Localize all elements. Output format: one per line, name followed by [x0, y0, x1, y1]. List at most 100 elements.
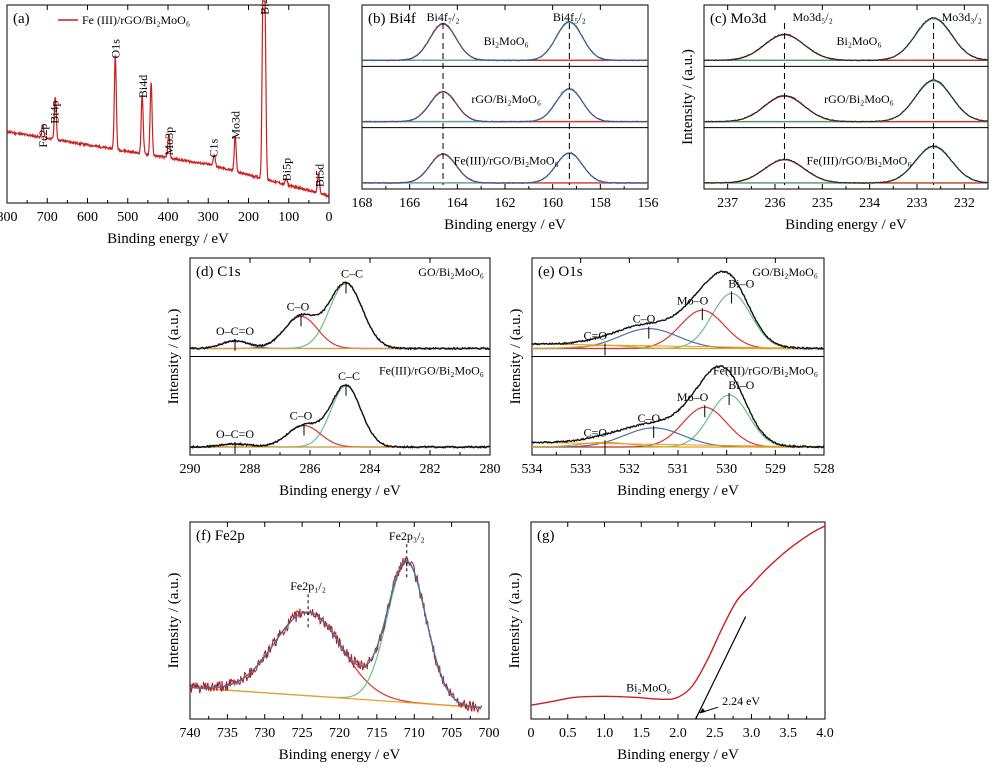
- x-tick-label: 4.0: [816, 726, 834, 741]
- raw-spectrum: [703, 79, 989, 123]
- subplot-label: Bi₂MoO₆: [836, 34, 881, 48]
- panel-label: (c) Mo3d: [710, 11, 767, 27]
- y-axis-title: Intensity / (a.u.): [166, 309, 182, 405]
- x-tick-label: 234: [859, 196, 880, 211]
- peak-annotation: Mo3d: [229, 111, 243, 140]
- peak-annotation: C1s: [206, 138, 220, 157]
- x-tick-label: 0.5: [559, 726, 577, 741]
- raw-spectrum: [361, 87, 649, 123]
- raw-spectrum: [189, 556, 482, 713]
- peak-annotation: Mo3p: [162, 127, 176, 156]
- x-tick-label: 533: [570, 462, 591, 477]
- x-tick-label: 500: [117, 210, 138, 225]
- x-tick-label: 1.5: [633, 726, 651, 741]
- subplot-label: Fe(III)/rGO/Bi₂MoO₆: [379, 364, 484, 378]
- bandgap-label: 2.24 eV: [722, 694, 760, 708]
- raw-spectrum: [361, 152, 649, 185]
- raw-spectrum: [703, 145, 989, 185]
- panel-label: (e) O1s: [538, 264, 583, 280]
- subplot-label: GO/Bi₂MoO₆: [418, 265, 484, 279]
- x-tick-label: 700: [479, 726, 500, 741]
- background-line: [189, 687, 482, 709]
- series-line: [530, 525, 826, 706]
- x-tick-label: 0: [528, 726, 535, 741]
- panel-label: (d) C1s: [196, 264, 241, 280]
- component-label: Mo–O: [677, 293, 709, 307]
- fit-envelope: [189, 560, 482, 709]
- peak-annotation: O1s: [108, 39, 122, 59]
- x-tick-label: 233: [907, 196, 928, 211]
- x-axis-title: Binding energy / eV: [617, 483, 739, 499]
- component-label: C–C: [338, 369, 360, 383]
- peak-annotation: Bi5d: [312, 164, 326, 187]
- x-tick-label: 164: [447, 196, 468, 211]
- panel-label: (g): [537, 528, 555, 544]
- component-label: C–O: [637, 411, 660, 425]
- x-tick-label: 280: [480, 462, 501, 477]
- panel-b-bi4f: 168 166 164 162 160 158 156 Binding energy / eV…: [352, 4, 659, 233]
- x-tick-label: 715: [366, 726, 387, 741]
- x-tick-label: 160: [542, 196, 563, 211]
- component-label: C=O: [584, 425, 608, 439]
- subplot-label: Fe(III)/rGO/Bi₂MoO₆: [713, 364, 818, 378]
- x-axis-title: Binding energy / eV: [279, 747, 401, 763]
- x-tick-label: 735: [217, 726, 238, 741]
- fit-component: [190, 282, 490, 350]
- peak-annotation: Bi5p: [279, 158, 293, 181]
- legend-entry: Fe (III)/rGO/Bi₂MoO₆: [82, 13, 190, 27]
- peak-annotation: Bi4p: [47, 100, 61, 123]
- background-line: [532, 343, 824, 349]
- component-label: Bi–O: [728, 276, 754, 290]
- component-label: O–C=O: [216, 427, 254, 441]
- panel-label: (b) Bi4f: [368, 11, 416, 27]
- panel-label: (f) Fe2p: [196, 528, 245, 544]
- x-tick-label: 530: [716, 462, 737, 477]
- y-axis-title: Intensity / (a.u.): [507, 573, 523, 669]
- arrow-head: [699, 708, 706, 713]
- x-tick-label: 529: [765, 462, 786, 477]
- x-axis-title: Binding energy / eV: [107, 231, 229, 247]
- x-tick-label: 531: [668, 462, 689, 477]
- x-axis-title: Binding energy / eV: [279, 483, 401, 499]
- x-tick-label: 3.0: [743, 726, 761, 741]
- series-label: Bi₂MoO₆: [626, 680, 671, 694]
- x-axis-title: Binding energy / eV: [617, 747, 739, 763]
- peak-label: Mo3d₃/₂: [942, 10, 982, 24]
- x-tick-label: 300: [198, 210, 219, 225]
- fit-component: [532, 441, 824, 448]
- component-label: C–O: [290, 409, 313, 423]
- x-tick-label: 100: [278, 210, 299, 225]
- x-axis-title: Binding energy / eV: [444, 217, 566, 233]
- panel-c-mo3d: 237 236 235 234 233 232 Binding energy / eV (c)…: [680, 4, 989, 233]
- y-axis-title: Intensity / (a.u.): [680, 49, 696, 145]
- component-label: Fe2p₁/₂: [290, 579, 326, 593]
- x-tick-label: 237: [717, 196, 738, 211]
- component-label: Mo–O: [677, 390, 709, 404]
- raw-spectrum: [531, 365, 825, 449]
- x-tick-label: 3.5: [780, 726, 798, 741]
- y-axis-title: Intensity / (a.u.): [508, 309, 524, 405]
- x-tick-label: 2.5: [706, 726, 724, 741]
- x-tick-label: 725: [292, 726, 313, 741]
- x-tick-label: 286: [300, 462, 321, 477]
- x-tick-label: 200: [238, 210, 259, 225]
- subplot-label: rGO/Bi₂MoO₆: [471, 92, 541, 106]
- x-tick-label: 290: [180, 462, 201, 477]
- subplot-label: Fe(III)/rGO/Bi₂MoO₆: [807, 153, 912, 167]
- x-tick-label: 162: [495, 196, 516, 211]
- x-tick-label: 710: [404, 726, 425, 741]
- x-tick-label: 720: [329, 726, 350, 741]
- raw-spectrum: [189, 281, 491, 351]
- subplot-label: rGO/Bi₂MoO₆: [824, 92, 894, 106]
- subplot-label: Bi₂MoO₆: [484, 34, 529, 48]
- x-tick-label: 740: [180, 726, 201, 741]
- x-tick-label: 600: [77, 210, 98, 225]
- raw-spectrum: [703, 16, 989, 62]
- subplot-label: Fe(III)/rGO/Bi₂MoO₆: [454, 153, 559, 167]
- x-tick-label: 284: [360, 462, 381, 477]
- x-tick-label: 168: [352, 196, 373, 211]
- component-label: O–C=O: [216, 324, 254, 338]
- axes-frame: [530, 521, 826, 720]
- component-label: C–O: [287, 299, 310, 313]
- x-tick-label: 166: [399, 196, 420, 211]
